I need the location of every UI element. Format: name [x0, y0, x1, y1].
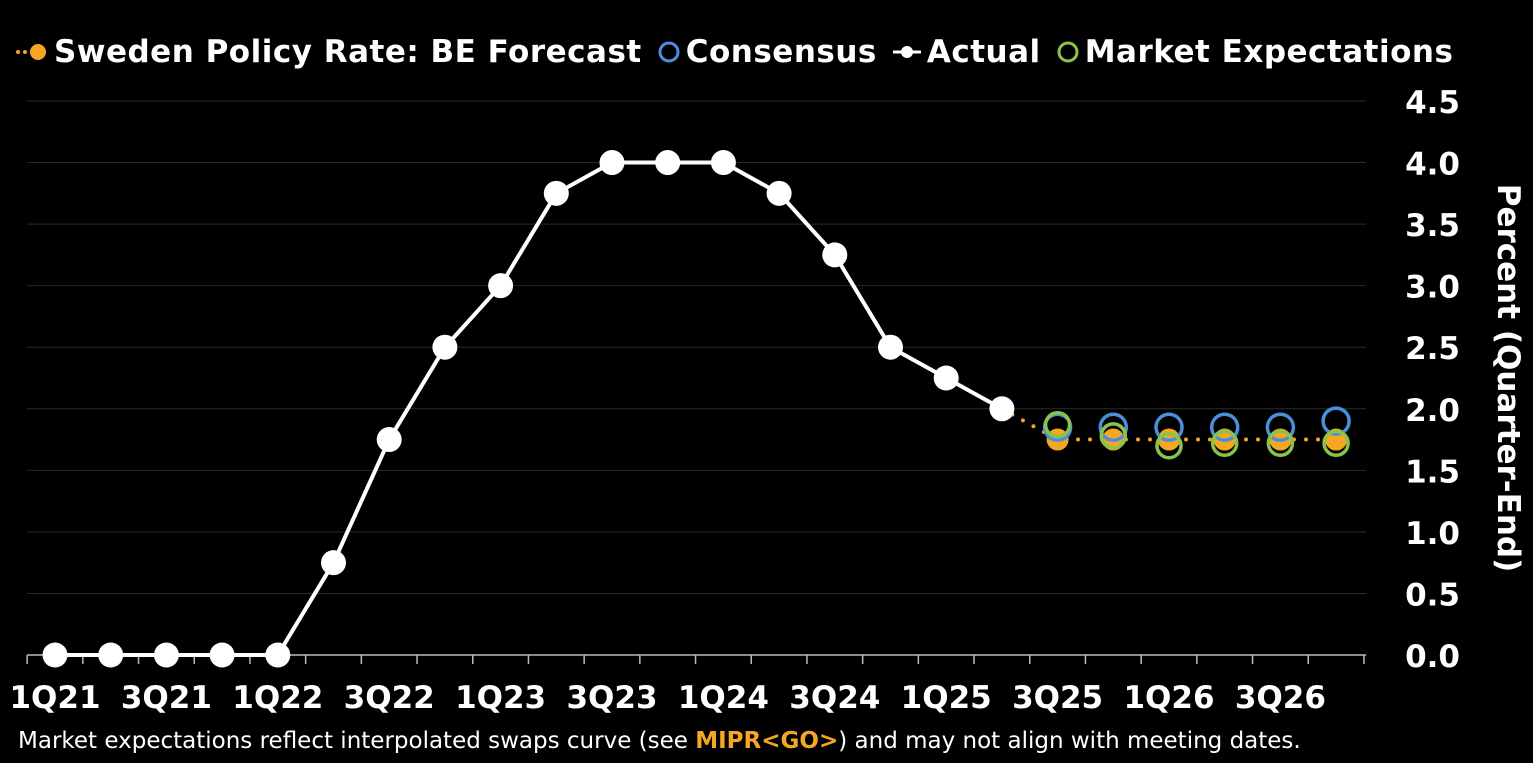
y-tick-label: 2.0: [1405, 393, 1460, 429]
actual-point: [599, 150, 625, 176]
x-tick-label: 3Q21: [121, 680, 212, 716]
x-tick-label: 1Q21: [9, 680, 100, 716]
x-tick-label: 1Q26: [1123, 680, 1214, 716]
legend-label-actual: Actual: [926, 34, 1041, 70]
x-tick-label: 3Q24: [789, 680, 880, 716]
x-tick-label: 1Q24: [678, 680, 769, 716]
actual-point: [878, 334, 903, 360]
consensus-point: [1321, 406, 1351, 436]
x-tick-label: 3Q23: [566, 680, 657, 716]
actual-point: [153, 642, 179, 668]
x-tick-label: 1Q22: [232, 680, 323, 716]
market-expectation-point: [1322, 429, 1350, 457]
consensus-point: [1098, 412, 1129, 442]
actual-line-dot-icon: [892, 46, 921, 58]
y-tick-label: 0.5: [1405, 577, 1460, 613]
market-expectation-point: [1043, 411, 1072, 439]
actual-point: [488, 273, 514, 299]
market-expectation-point: [1155, 431, 1183, 460]
y-tick-label: 4.5: [1405, 85, 1460, 121]
market-circle-icon: [1057, 41, 1079, 63]
actual-point: [432, 334, 458, 360]
x-tick-label: 3Q25: [1012, 680, 1103, 716]
market-expectation-point: [1210, 429, 1239, 457]
actual-point: [655, 150, 681, 176]
consensus-point: [1265, 412, 1296, 442]
actual-point: [822, 242, 848, 268]
legend-label-market: Market Expectations: [1084, 34, 1454, 70]
y-tick-label: 4.0: [1405, 147, 1460, 183]
y-tick-label: 0.0: [1405, 639, 1460, 675]
consensus-circle-icon: [658, 41, 680, 63]
legend: Sweden Policy Rate: BE Forecast Consensu…: [14, 30, 1467, 74]
consensus-point: [1154, 412, 1184, 442]
legend-label-forecast: Sweden Policy Rate: BE Forecast: [54, 34, 642, 70]
actual-point: [209, 642, 235, 668]
actual-point: [265, 642, 291, 668]
x-tick-label: 1Q23: [455, 680, 546, 716]
actual-point: [543, 180, 569, 206]
y-tick-label: 1.5: [1405, 454, 1460, 490]
y-tick-label: 1.0: [1405, 516, 1460, 552]
y-tick-label: 3.0: [1405, 270, 1460, 306]
actual-point: [766, 180, 792, 206]
footnote: Market expectations reflect interpolated…: [18, 728, 1301, 754]
y-tick-label: 3.5: [1405, 208, 1460, 244]
actual-point: [989, 396, 1015, 422]
y-tick-label: 2.5: [1405, 331, 1460, 367]
footnote-text-before: Market expectations reflect interpolated…: [18, 728, 696, 754]
legend-item-market: Market Expectations: [1055, 34, 1454, 70]
legend-label-consensus: Consensus: [685, 34, 877, 70]
market-expectation-point: [1266, 429, 1295, 457]
actual-point: [933, 365, 959, 391]
legend-item-consensus: Consensus: [656, 34, 877, 70]
legend-item-forecast: Sweden Policy Rate: BE Forecast: [14, 34, 642, 70]
x-tick-label: 1Q25: [901, 680, 992, 716]
x-tick-label: 3Q26: [1235, 680, 1326, 716]
actual-point: [98, 642, 124, 668]
consensus-point: [1209, 412, 1240, 442]
market-expectation-point: [1099, 422, 1128, 450]
actual-point: [376, 427, 402, 453]
y-axis-label: Percent (Quarter-End): [1490, 183, 1526, 573]
footnote-function-code[interactable]: MIPR<GO>: [695, 728, 839, 754]
forecast-dot-icon: [16, 44, 46, 60]
actual-point: [710, 150, 736, 176]
footnote-text-after: ) and may not align with meeting dates.: [838, 728, 1301, 754]
actual-point: [42, 642, 68, 668]
legend-item-actual: Actual: [891, 34, 1041, 70]
actual-point: [321, 550, 346, 576]
x-tick-label: 3Q22: [344, 680, 435, 716]
